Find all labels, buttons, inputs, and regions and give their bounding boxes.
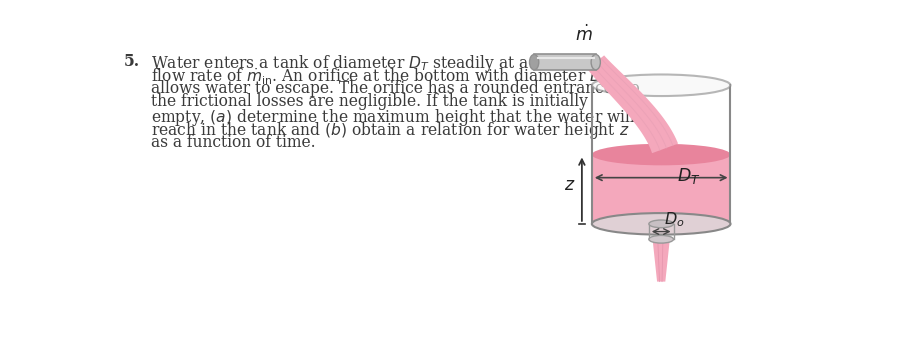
Text: $D_T$: $D_T$: [676, 166, 700, 186]
Text: $z$: $z$: [564, 177, 576, 194]
Text: Water enters a tank of diameter $D_T$ steadily at a mass: Water enters a tank of diameter $D_T$ st…: [152, 53, 575, 74]
Text: 5.: 5.: [124, 53, 140, 70]
Ellipse shape: [530, 55, 539, 70]
Ellipse shape: [592, 75, 730, 96]
Text: empty, $(a)$ determine the maximum height that the water will: empty, $(a)$ determine the maximum heigh…: [152, 107, 637, 128]
Ellipse shape: [649, 236, 674, 243]
Text: reach in the tank and $(b)$ obtain a relation for water height $z$: reach in the tank and $(b)$ obtain a rel…: [152, 120, 630, 141]
Ellipse shape: [591, 55, 601, 70]
Text: as a function of time.: as a function of time.: [152, 134, 316, 151]
Polygon shape: [653, 239, 670, 282]
Ellipse shape: [592, 213, 730, 235]
Text: allows water to escape. The orifice has a rounded entrance, so: allows water to escape. The orifice has …: [152, 80, 640, 97]
Text: the frictional losses are negligible. If the tank is initially: the frictional losses are negligible. If…: [152, 93, 588, 110]
Text: $D_o$: $D_o$: [664, 210, 684, 229]
Ellipse shape: [592, 213, 730, 235]
Bar: [534, 55, 595, 70]
Polygon shape: [587, 55, 678, 153]
Bar: [592, 155, 730, 224]
Text: flow rate of $\dot{m}_{\mathrm{in}}$. An orifice at the bottom with diameter $D_: flow rate of $\dot{m}_{\mathrm{in}}$. An…: [152, 66, 610, 87]
Ellipse shape: [592, 144, 730, 165]
Ellipse shape: [649, 220, 674, 228]
Text: $\dot{m}$: $\dot{m}$: [576, 25, 593, 45]
